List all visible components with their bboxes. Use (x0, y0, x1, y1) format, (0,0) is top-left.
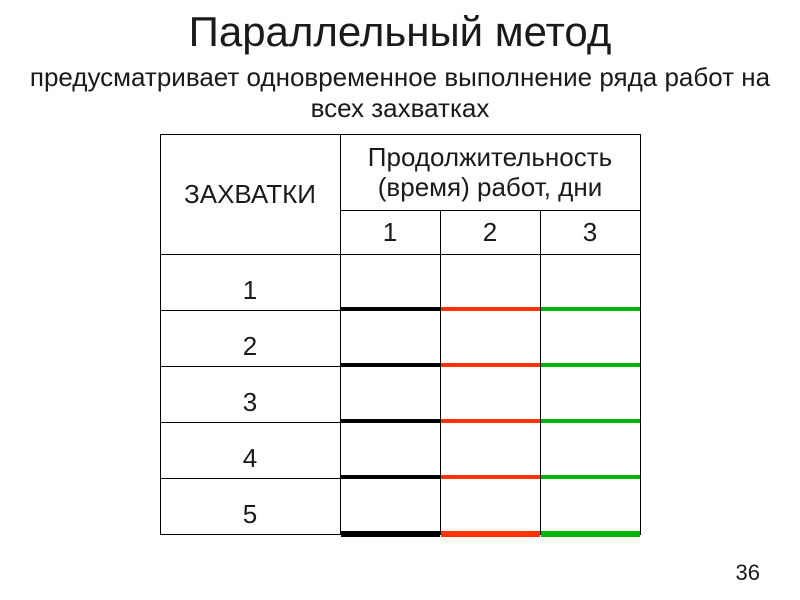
header-captures: ЗАХВАТКИ (160, 135, 340, 255)
bar-segment (541, 531, 640, 537)
cell (340, 479, 440, 535)
cell (440, 255, 540, 311)
cell (540, 479, 640, 535)
cell (340, 255, 440, 311)
page-number: 36 (736, 560, 760, 586)
table-row: 1 (160, 255, 640, 311)
cell (340, 311, 440, 367)
col-day-3: 3 (540, 211, 640, 255)
row-label-2: 2 (160, 311, 340, 367)
cell (440, 479, 540, 535)
bar-segment (341, 531, 440, 537)
cell (440, 311, 540, 367)
bar-segment (441, 531, 540, 537)
cell (540, 255, 640, 311)
slide-title: Параллельный метод (0, 0, 800, 56)
cell (540, 311, 640, 367)
table-row: 5 (160, 479, 640, 535)
row-label-1: 1 (160, 255, 340, 311)
table-row: 2 (160, 311, 640, 367)
cell (440, 367, 540, 423)
table-row: 3 (160, 367, 640, 423)
schedule-table: ЗАХВАТКИ Продолжительность (время) работ… (160, 134, 641, 535)
cell (540, 367, 640, 423)
col-day-1: 1 (340, 211, 440, 255)
cell (440, 423, 540, 479)
cell (340, 423, 440, 479)
row-label-4: 4 (160, 423, 340, 479)
cell (340, 367, 440, 423)
row-label-5: 5 (160, 479, 340, 535)
cell (540, 423, 640, 479)
col-day-2: 2 (440, 211, 540, 255)
table-row: 4 (160, 423, 640, 479)
header-duration: Продолжительность (время) работ, дни (340, 135, 640, 211)
slide-subtitle: предусматривает одновременное выполнение… (0, 56, 800, 134)
row-label-3: 3 (160, 367, 340, 423)
